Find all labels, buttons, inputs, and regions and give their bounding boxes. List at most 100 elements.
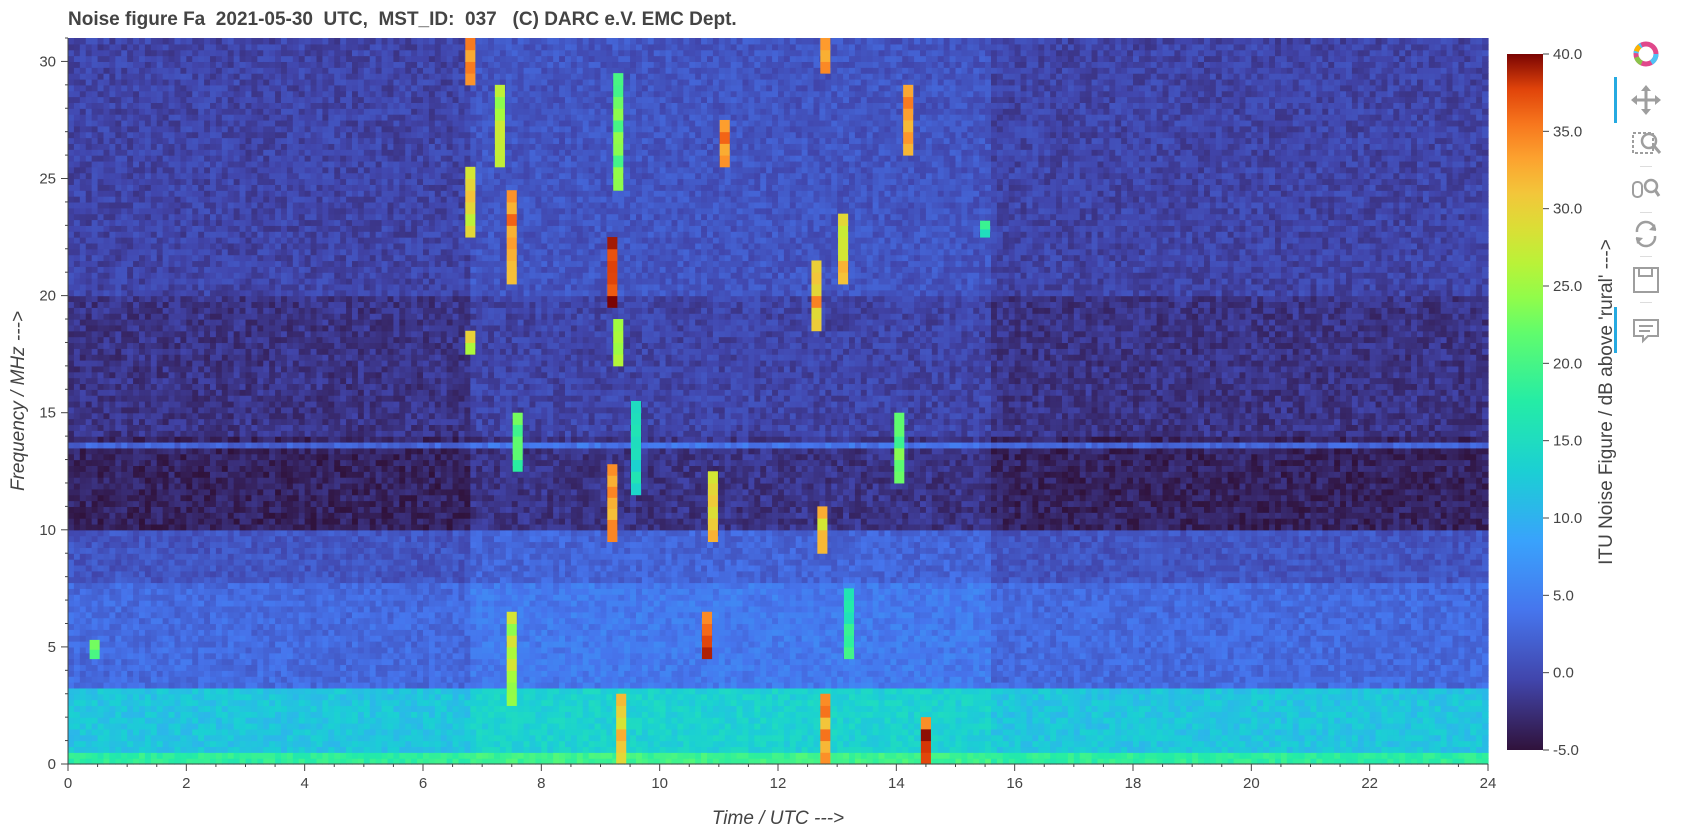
heatmap-cell (286, 705, 294, 712)
heatmap-cell (245, 213, 253, 221)
heatmap-cell (174, 114, 182, 121)
heatmap-cell (79, 283, 87, 291)
heatmap-cell (215, 289, 223, 297)
heatmap-cell (115, 43, 122, 51)
heatmap-cell (245, 207, 253, 215)
heatmap-cell (257, 547, 264, 554)
heatmap-cell (109, 114, 116, 121)
heatmap-cell (79, 125, 87, 133)
heatmap-cell (210, 219, 217, 226)
heatmap-cell (156, 740, 164, 748)
heatmap-cell (198, 196, 205, 203)
heatmap-cell (304, 611, 312, 619)
heatmap-cell (215, 114, 223, 121)
heatmap-cell (150, 453, 158, 461)
heatmap-cell (292, 570, 300, 578)
heatmap-cell (210, 658, 217, 666)
heatmap-cell (298, 225, 306, 232)
heatmap-cell (251, 576, 258, 584)
heatmap-cell (210, 342, 217, 349)
heatmap-cell (192, 365, 199, 373)
heatmap-cell (239, 641, 247, 648)
heatmap-cell (245, 383, 253, 390)
heatmap[interactable] (68, 38, 1489, 765)
heatmap-cell (239, 682, 247, 689)
heatmap-cell (245, 49, 253, 57)
heatmap-cell (186, 412, 193, 420)
heatmap-cell (198, 43, 205, 51)
heatmap-cell (257, 570, 264, 578)
heatmap-cell (162, 494, 170, 502)
heatmap-cell (215, 728, 223, 736)
heatmap-cell (133, 67, 140, 74)
heatmap-cell (150, 576, 158, 584)
heatmap-cell (269, 49, 276, 57)
heatmap-cell (298, 406, 306, 414)
heatmap-cell (245, 307, 253, 314)
heatmap-cell (68, 377, 75, 385)
heatmap-cell (79, 272, 87, 279)
heatmap-cell (97, 172, 105, 180)
heatmap-cell (91, 55, 99, 63)
heatmap-cell (286, 664, 294, 671)
heatmap-cell (245, 512, 253, 519)
heatmap-cell (162, 529, 170, 537)
heatmap-cell (139, 635, 146, 642)
heatmap-cell (150, 78, 158, 86)
heatmap-cell (239, 49, 247, 57)
heatmap-cell (286, 73, 294, 80)
heatmap-cell (168, 711, 176, 718)
heatmap-cell (263, 611, 270, 619)
heatmap-cell (85, 283, 93, 291)
heatmap-cell (233, 301, 241, 308)
heatmap-cell (298, 49, 306, 57)
heatmap-cell (162, 459, 170, 466)
heatmap-cell (68, 278, 75, 285)
heatmap-cell (292, 629, 300, 636)
heatmap-cell (121, 506, 128, 513)
heatmap-cell (73, 740, 81, 748)
heatmap-cell (139, 687, 146, 695)
heatmap-cell (68, 248, 75, 256)
heatmap-cell (233, 207, 241, 215)
heatmap-cell (68, 740, 75, 748)
heatmap-cell (174, 313, 182, 320)
heatmap-cell (304, 553, 312, 560)
heatmap-cell (121, 559, 128, 566)
heatmap-cell (227, 541, 235, 548)
heatmap-cell (298, 178, 306, 185)
heatmap-cell (97, 301, 105, 308)
heatmap-cell (139, 242, 146, 250)
heatmap-cell (298, 641, 306, 648)
heatmap-cell (210, 441, 217, 449)
heatmap-cell (281, 371, 288, 379)
heatmap-cell (68, 746, 75, 753)
heatmap-cell (68, 90, 75, 98)
heatmap-cell (97, 564, 105, 572)
heatmap-cell (91, 682, 99, 689)
heatmap-cell (227, 307, 235, 314)
heatmap-cell (263, 482, 270, 490)
heatmap-cell (227, 430, 235, 437)
heatmap-cell (198, 301, 205, 308)
heatmap-cell (168, 506, 176, 513)
heatmap-cell (73, 576, 81, 584)
heatmap-cell (233, 266, 241, 273)
heatmap-cell (227, 108, 235, 115)
heatmap-cell (186, 248, 193, 256)
heatmap-cell (198, 190, 205, 197)
heatmap-cell (251, 646, 258, 654)
heatmap-cell (133, 500, 140, 507)
heatmap-cell (269, 196, 276, 203)
heatmap-cell (251, 43, 258, 51)
heatmap-cell (150, 272, 158, 279)
heatmap-cell (239, 377, 247, 385)
heatmap-cell (304, 641, 312, 648)
heatmap-cell (292, 207, 300, 215)
heatmap-cell (85, 641, 93, 648)
heatmap-cell (103, 600, 111, 607)
heatmap-cell (292, 365, 300, 373)
heatmap-cell (192, 553, 199, 560)
heatmap-cell (275, 494, 282, 502)
